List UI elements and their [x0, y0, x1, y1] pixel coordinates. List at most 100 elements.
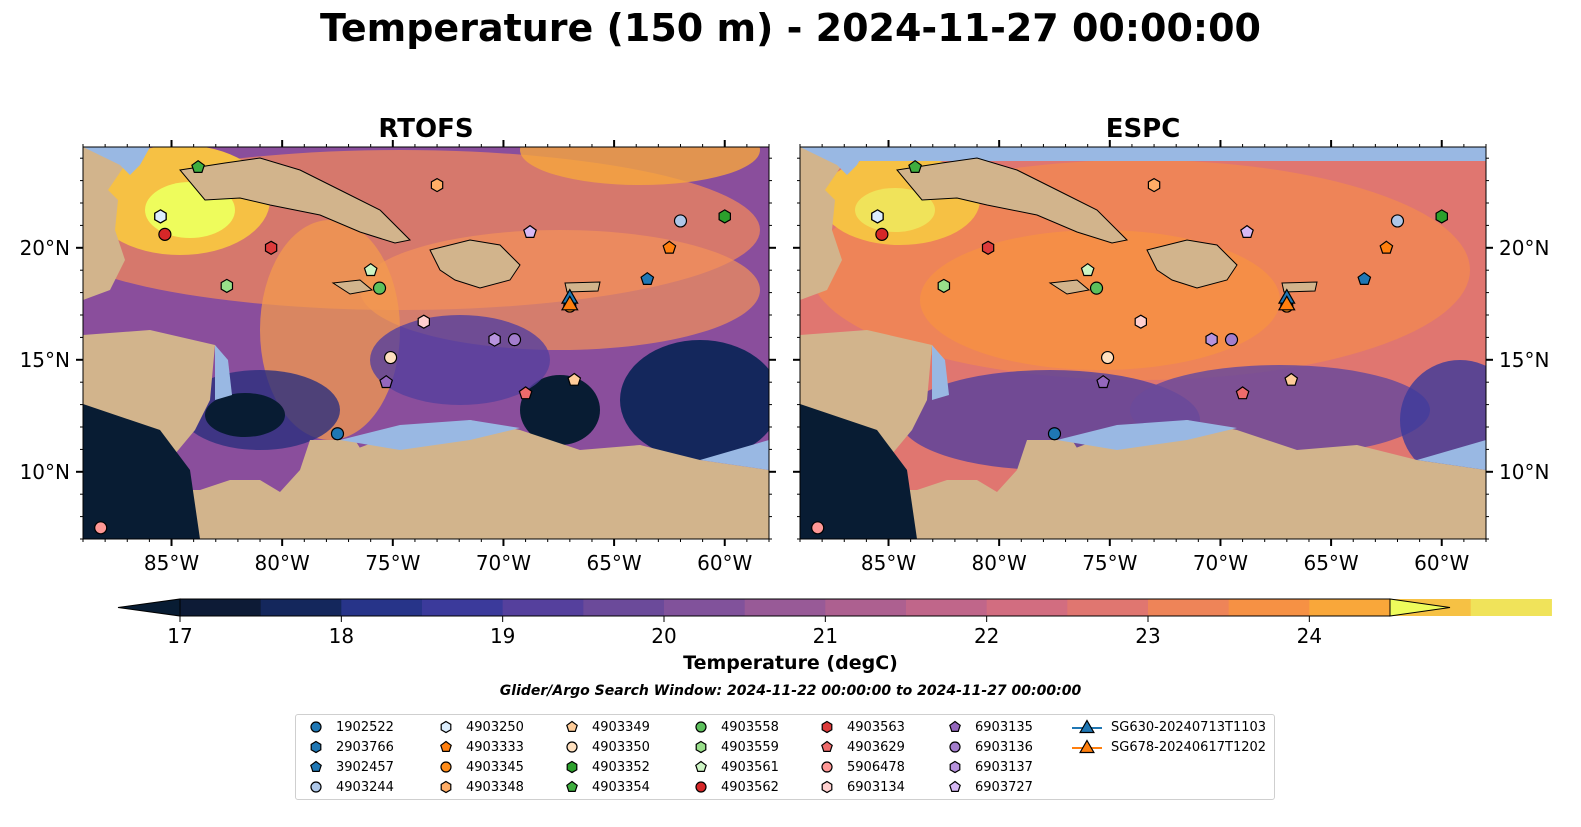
colorbar-label: Temperature (degC): [683, 652, 898, 674]
obs-marker-6903135: [1096, 374, 1111, 389]
lon-tick-label: 70°W: [1193, 551, 1248, 575]
espc-shelf: [800, 147, 1486, 470]
colorbar-segment: [986, 599, 1068, 616]
lon-tick-label: 80°W: [972, 551, 1027, 575]
legend-marker-icon: [566, 720, 578, 732]
obs-marker-4903350: [1100, 350, 1115, 365]
colorbar-segment: [1309, 599, 1391, 616]
obs-marker-SG678-20240617T1202: [560, 295, 579, 311]
legend-marker-icon: [566, 780, 578, 792]
legend-item: 4903563: [815, 717, 905, 737]
legend-marker: [310, 760, 322, 772]
lon-tick-label: 75°W: [1082, 551, 1137, 575]
legend-item: 6903136: [943, 737, 1033, 757]
legend-marker: [566, 780, 578, 792]
legend-item: 4903559: [689, 737, 779, 757]
legend-item: 6903134: [815, 777, 905, 797]
legend-label: 4903348: [466, 779, 524, 795]
colorbar-tick-label: 18: [329, 624, 354, 648]
lon-tick-label: 60°W: [1414, 551, 1469, 575]
legend-marker: [566, 720, 578, 732]
legend-label: 6903727: [975, 779, 1033, 795]
legend-label: 2903766: [336, 739, 394, 755]
obs-marker-5906478: [94, 521, 108, 535]
obs-marker-6903137: [488, 332, 501, 347]
obs-marker-4903629: [518, 386, 533, 400]
legend-marker-icon: [440, 720, 452, 734]
legend-marker: [695, 721, 707, 733]
lon-tick-label: 65°W: [1303, 551, 1358, 575]
legend-item: 5906478: [815, 757, 905, 777]
colorbar-segment: [422, 599, 504, 616]
legend-marker-icon: [566, 741, 578, 753]
legend-marker-icon: [310, 760, 322, 772]
legend-item: SG630-20240713T1103: [1071, 717, 1266, 737]
obs-marker-4903348: [1147, 177, 1161, 193]
legend-marker-icon: [695, 740, 707, 754]
legend-marker: [1079, 739, 1095, 754]
obs-marker-4903350: [383, 350, 398, 365]
obs-marker-4903244: [1390, 214, 1405, 228]
obs-marker-4903559: [937, 278, 951, 294]
legend-label: 4903558: [721, 719, 779, 735]
lat-tick-label: 15°N: [1499, 348, 1549, 372]
colorbar-segment: [1470, 599, 1552, 616]
colorbar-tick-label: 23: [1135, 624, 1160, 648]
legend-marker-icon: [949, 741, 961, 753]
legend-item: 4903561: [689, 757, 779, 777]
obs-marker-6903136: [507, 333, 522, 347]
obs-marker-4903244: [673, 214, 688, 228]
legend-label: 1902522: [336, 719, 394, 735]
legend-marker-icon: [821, 740, 833, 752]
obs-marker-4903333: [662, 240, 677, 254]
obs-marker-4903562: [158, 227, 172, 241]
colorbar-tick-label: 19: [490, 624, 515, 648]
obs-marker-1902522: [330, 427, 345, 441]
obs-marker-4903354: [191, 159, 206, 173]
legend-item: 4903348: [434, 777, 524, 797]
legend-marker-icon: [440, 761, 452, 773]
espc-land: [800, 147, 1486, 539]
legend-marker: [566, 741, 578, 753]
colorbar-segment: [825, 599, 907, 616]
legend-marker-icon: [310, 721, 322, 733]
obs-marker-4903354: [908, 159, 923, 173]
legend-label: 4903561: [721, 759, 779, 775]
legend-item: 4903244: [304, 777, 394, 797]
legend-label: 4903352: [592, 759, 650, 775]
legend-label: 4903244: [336, 779, 394, 795]
lon-tick-label: 85°W: [861, 551, 916, 575]
lat-tick-label: 20°N: [1499, 236, 1549, 260]
legend-item: 4903250: [434, 717, 524, 737]
legend-item: 3902457: [304, 757, 394, 777]
lat-tick-label: 10°N: [1499, 460, 1549, 484]
legend-item: 2903766: [304, 737, 394, 757]
obs-marker-6903134: [417, 314, 430, 329]
legend-item: SG678-20240617T1202: [1071, 737, 1266, 757]
legend-marker-icon: [440, 740, 452, 752]
legend-label: 4903345: [466, 759, 524, 775]
legend-marker: [566, 760, 578, 774]
lat-tick-label: 10°N: [20, 460, 70, 484]
legend-label: 4903354: [592, 779, 650, 795]
colorbar-segment: [1148, 599, 1230, 616]
obs-marker-4903348: [430, 177, 444, 193]
lon-tick-label: 65°W: [586, 551, 641, 575]
obs-marker-4903561: [1080, 262, 1095, 277]
obs-marker-4903352: [718, 209, 732, 224]
legend-marker-icon: [695, 721, 707, 733]
legend-marker: [821, 740, 833, 752]
legend-label: 5906478: [847, 759, 905, 775]
legend-item: 4903354: [560, 777, 650, 797]
colorbar-tick-label: 24: [1297, 624, 1322, 648]
legend-label: 6903136: [975, 739, 1033, 755]
lon-tick-label: 70°W: [476, 551, 531, 575]
lon-tick-label: 85°W: [144, 551, 199, 575]
lon-tick-label: 80°W: [255, 551, 310, 575]
legend-marker: [310, 740, 322, 754]
legend-marker: [310, 721, 322, 733]
legend-label: 4903629: [847, 739, 905, 755]
obs-marker-3902457: [1357, 271, 1372, 285]
colorbar-segment: [180, 599, 262, 616]
